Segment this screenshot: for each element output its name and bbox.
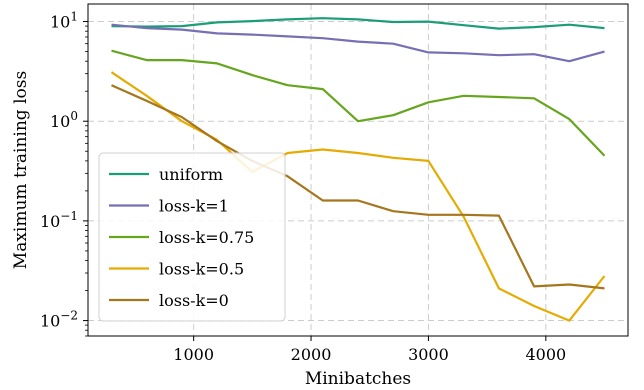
- x-axis-label: Minibatches: [305, 369, 411, 389]
- y-tick-label: 100: [50, 109, 78, 131]
- x-tick-label: 3000: [408, 345, 449, 364]
- y-axis-label: Maximum training loss: [11, 71, 31, 269]
- legend-label: loss-k=1: [159, 197, 229, 216]
- legend-label: uniform: [159, 165, 223, 184]
- y-tick-label: 10−2: [40, 309, 78, 331]
- x-tick-label: 2000: [291, 345, 332, 364]
- y-tick-label: 101: [50, 10, 78, 32]
- legend-label: loss-k=0.75: [159, 228, 254, 247]
- x-tick-label: 4000: [525, 345, 566, 364]
- legend-label: loss-k=0: [159, 291, 229, 310]
- plot-frame: [87, 3, 629, 337]
- series-line-uniform: [111, 17, 605, 30]
- series-line-loss-k=0.5: [110, 71, 606, 322]
- series-line-loss-k=0.75: [111, 49, 606, 157]
- legend-label: loss-k=0.5: [159, 260, 244, 279]
- x-axis-ticks: 1000 2000 3000 4000: [173, 336, 566, 364]
- legend-box: [98, 152, 286, 322]
- series-line-loss-k=0: [111, 84, 605, 290]
- y-axis-ticks: 10−2 10−1 100 101: [40, 10, 88, 337]
- series-lines: [110, 17, 606, 322]
- y-tick-label: 10−1: [40, 209, 78, 231]
- series-line-loss-k=1: [111, 23, 605, 63]
- legend: uniform loss-k=1 loss-k=0.75 loss-k=0.5 loss…: [98, 152, 286, 322]
- x-tick-label: 1000: [173, 345, 214, 364]
